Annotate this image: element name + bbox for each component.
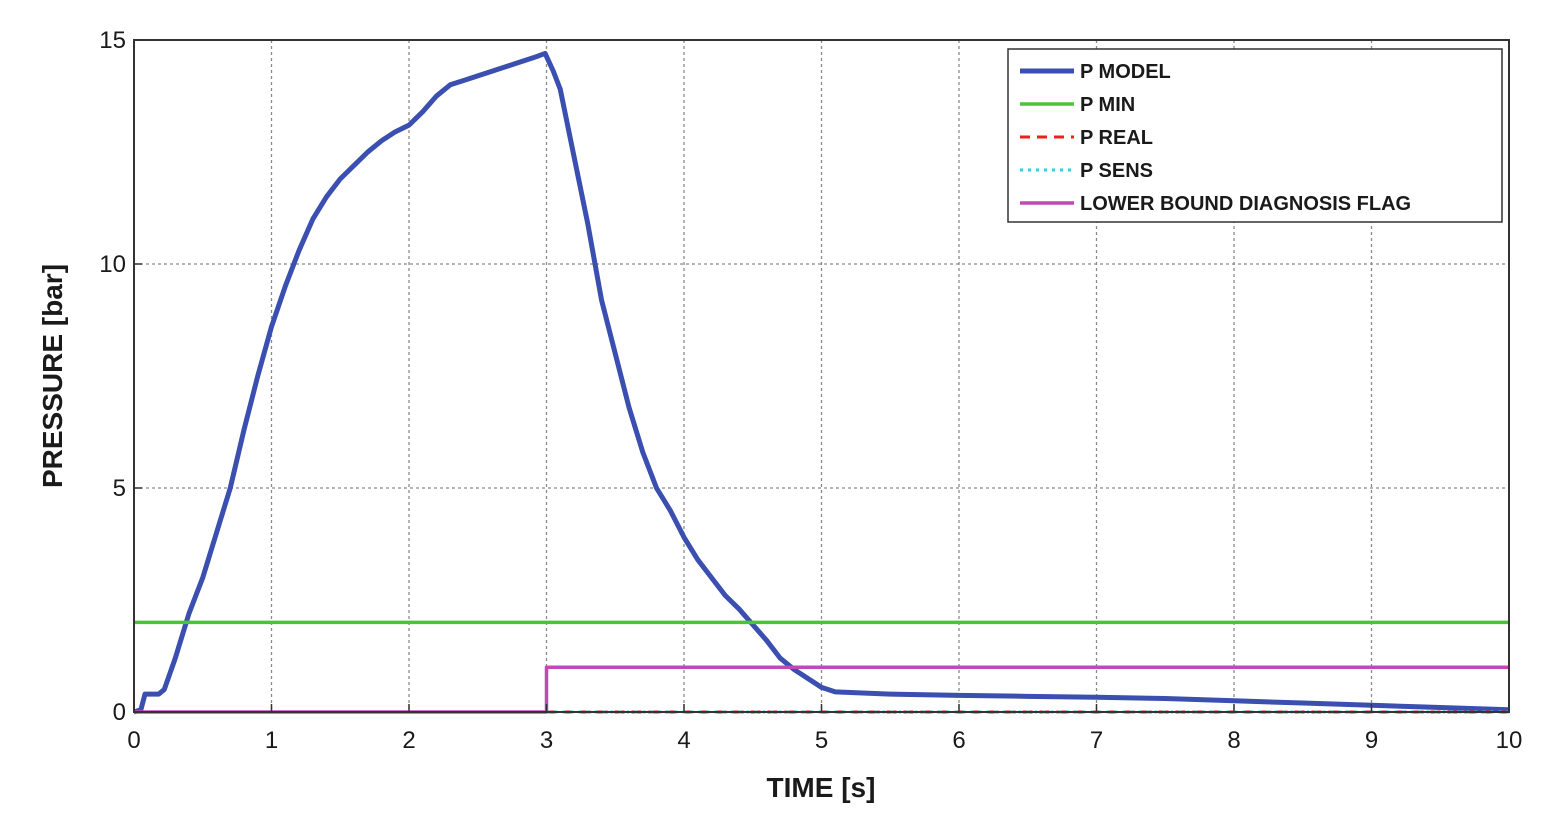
x-tick-label: 1: [265, 727, 278, 754]
x-tick-label: 3: [540, 727, 553, 754]
legend: P MODEL P MIN P REAL P SENS LOWER BOUND DIAG…: [1007, 48, 1503, 223]
x-tick-label: 5: [815, 727, 828, 754]
y-tick-label: 10: [99, 251, 126, 278]
y-axis-title: PRESSURE [bar]: [37, 264, 68, 488]
x-tick-label: 7: [1090, 727, 1103, 754]
x-tick-label: 0: [127, 727, 140, 754]
x-tick-label: 2: [402, 727, 415, 754]
y-tick-label: 15: [99, 27, 126, 54]
series-line-p-model: [133, 50, 1510, 715]
x-tick-label: 10: [1496, 727, 1523, 754]
legend-label: LOWER BOUND DIAGNOSIS FLAG: [1080, 193, 1411, 215]
legend-box: [1007, 48, 1503, 223]
legend-label: P MIN: [1080, 94, 1135, 116]
x-tick-label: 6: [952, 727, 965, 754]
y-tick-label: 0: [113, 699, 126, 726]
x-tick-label: 9: [1365, 727, 1378, 754]
grid: [134, 40, 1509, 712]
x-tick-label: 4: [677, 727, 690, 754]
legend-label: P SENS: [1080, 160, 1153, 182]
ticks: 0 1 2 3 4 5 6 7 8 9 10 0 5 10 15: [99, 27, 1522, 754]
legend-label: P REAL: [1080, 127, 1153, 149]
x-axis-title: TIME [s]: [767, 772, 876, 803]
y-tick-label: 5: [113, 475, 126, 502]
legend-label: P MODEL: [1080, 61, 1171, 83]
x-tick-label: 8: [1227, 727, 1240, 754]
